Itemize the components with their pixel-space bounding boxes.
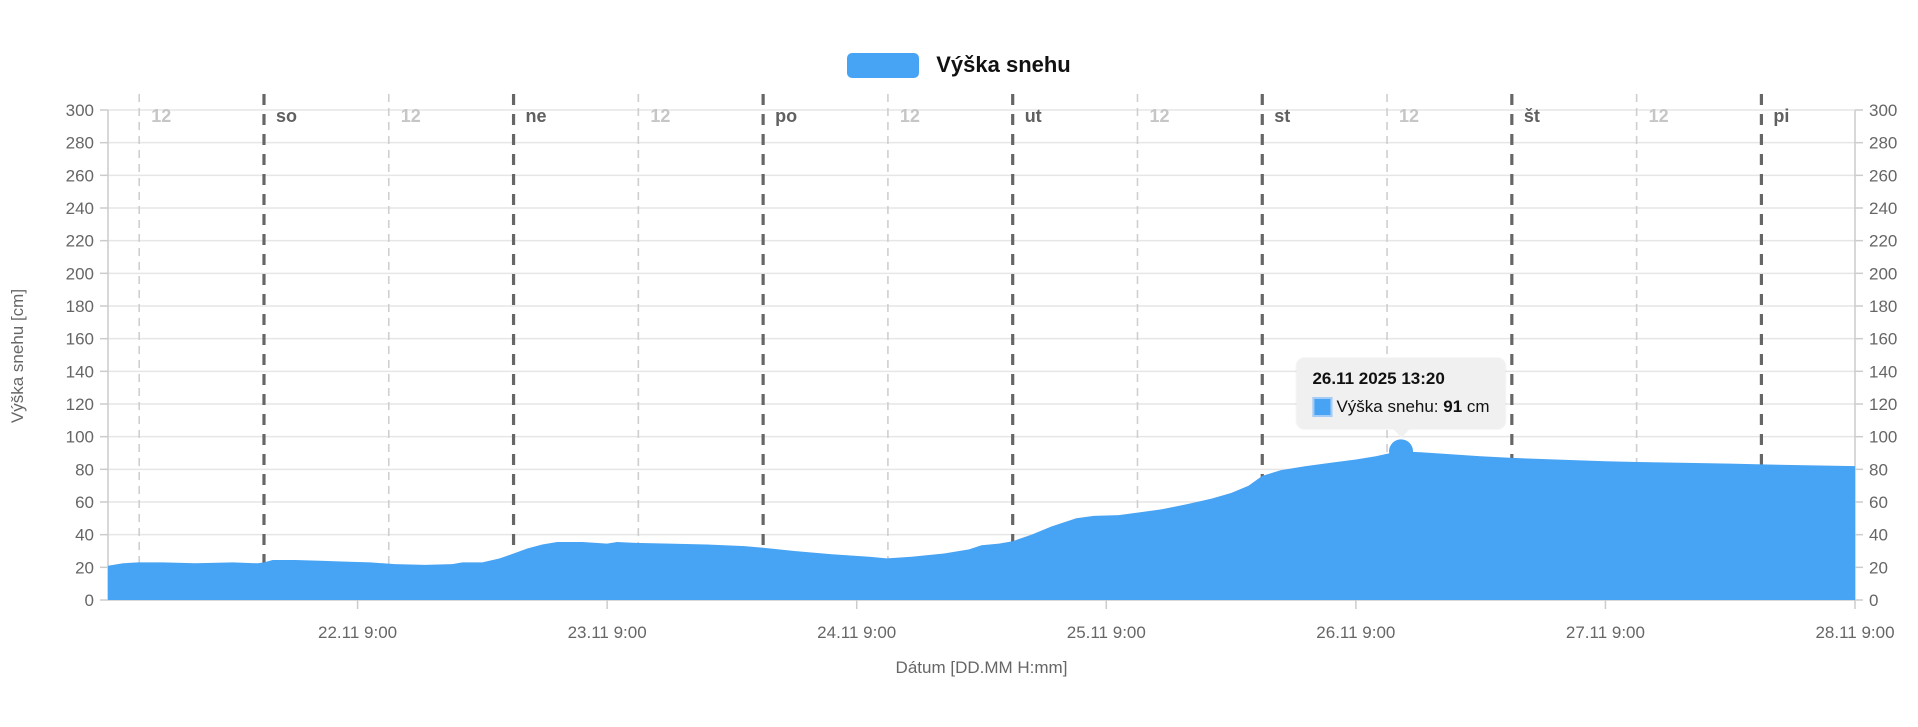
noon-label: 12: [1649, 106, 1669, 126]
y-axis-title: Výška snehu [cm]: [8, 288, 27, 424]
y-tick-label-left: 260: [66, 166, 94, 185]
y-tick-label-left: 60: [75, 493, 94, 512]
tooltip-datetime: 26.11 2025 13:20: [1312, 369, 1445, 389]
tooltip-value: 91: [1443, 397, 1463, 417]
day-label: so: [276, 106, 297, 126]
y-tick-label-right: 40: [1869, 526, 1888, 545]
y-tick-label-right: 120: [1869, 395, 1897, 414]
y-tick-label-left: 200: [66, 264, 94, 283]
chart-tooltip: 26.11 2025 13:20 Výška snehu: 91 cm: [1296, 358, 1506, 430]
legend-swatch-icon: [847, 52, 920, 78]
y-tick-label-right: 160: [1869, 330, 1897, 349]
y-tick-label-left: 80: [75, 460, 94, 479]
tooltip-value-row: Výška snehu: 91 cm: [1312, 397, 1490, 418]
noon-label: 12: [1149, 106, 1169, 126]
y-tick-label-right: 240: [1869, 199, 1897, 218]
snow-height-area[interactable]: [108, 451, 1855, 600]
x-axis-title: Dátum [DD.MM H:mm]: [895, 658, 1068, 677]
x-tick-label: 28.11 9:00: [1815, 623, 1894, 642]
day-label: ut: [1025, 106, 1042, 126]
y-tick-label-left: 240: [66, 199, 94, 218]
noon-label: 12: [900, 106, 920, 126]
y-tick-label-right: 180: [1869, 297, 1897, 316]
day-label: po: [775, 106, 797, 126]
noon-label: 12: [401, 106, 421, 126]
day-label: št: [1524, 106, 1540, 126]
y-tick-label-right: 100: [1869, 428, 1897, 447]
y-tick-label-left: 300: [66, 101, 94, 120]
tooltip-unit: cm: [1462, 397, 1490, 417]
legend-label: Výška snehu: [936, 52, 1071, 77]
y-tick-label-right: 140: [1869, 362, 1897, 381]
day-label: st: [1274, 106, 1290, 126]
tooltip-series-swatch-icon: [1312, 397, 1333, 418]
y-tick-label-right: 300: [1869, 101, 1897, 120]
x-tick-label: 27.11 9:00: [1566, 623, 1645, 642]
noon-label: 12: [650, 106, 670, 126]
chart-legend[interactable]: Výška snehu: [0, 52, 1918, 78]
y-tick-label-right: 80: [1869, 460, 1888, 479]
y-tick-label-right: 200: [1869, 264, 1897, 283]
y-tick-label-right: 260: [1869, 166, 1897, 185]
day-label: pi: [1773, 106, 1789, 126]
x-tick-label: 22.11 9:00: [318, 623, 397, 642]
y-tick-label-right: 280: [1869, 134, 1897, 153]
x-tick-label: 26.11 9:00: [1316, 623, 1395, 642]
y-tick-label-right: 220: [1869, 232, 1897, 251]
highlight-point[interactable]: [1389, 439, 1414, 464]
day-label: ne: [526, 106, 547, 126]
y-tick-label-left: 0: [85, 591, 94, 610]
x-tick-label: 23.11 9:00: [568, 623, 647, 642]
x-tick-label: 25.11 9:00: [1067, 623, 1146, 642]
y-tick-label-left: 220: [66, 232, 94, 251]
tooltip-series-label: Výška snehu:: [1336, 397, 1444, 417]
y-tick-label-left: 280: [66, 134, 94, 153]
y-tick-label-left: 120: [66, 395, 94, 414]
y-tick-label-right: 20: [1869, 558, 1888, 577]
y-tick-label-right: 60: [1869, 493, 1888, 512]
x-tick-label: 24.11 9:00: [817, 623, 896, 642]
noon-label: 12: [1399, 106, 1419, 126]
noon-label: 12: [151, 106, 171, 126]
y-tick-label-left: 20: [75, 558, 94, 577]
y-tick-label-left: 100: [66, 428, 94, 447]
y-tick-label-left: 180: [66, 297, 94, 316]
y-tick-label-left: 40: [75, 526, 94, 545]
y-tick-label-right: 0: [1869, 591, 1878, 610]
y-tick-label-left: 160: [66, 330, 94, 349]
y-tick-label-left: 140: [66, 362, 94, 381]
